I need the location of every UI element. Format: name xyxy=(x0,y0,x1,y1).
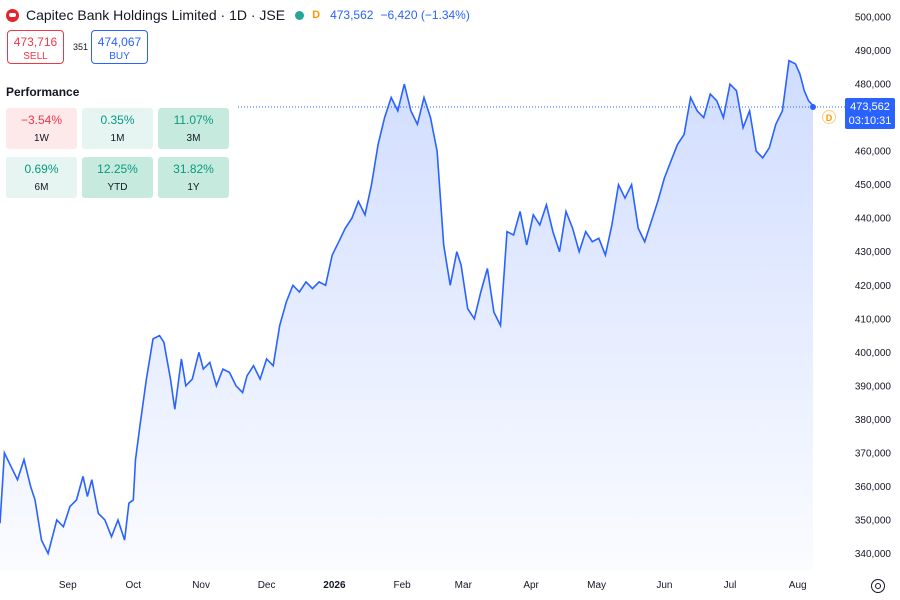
symbol-header: Capitec Bank Holdings Limited · 1D · JSE… xyxy=(6,5,470,25)
spread-value: 351 xyxy=(73,42,89,52)
y-tick-label: 380,000 xyxy=(855,415,892,426)
last-price-dot xyxy=(810,104,816,110)
x-tick-label: Oct xyxy=(126,580,142,591)
buy-label: BUY xyxy=(109,51,130,62)
x-tick-label: Dec xyxy=(258,580,276,591)
perf-value: 11.07% xyxy=(173,113,214,127)
perf-value: 12.25% xyxy=(97,162,138,176)
perf-6m[interactable]: 0.69% 6M xyxy=(6,157,77,198)
perf-1w[interactable]: −3.54% 1W xyxy=(6,108,77,149)
buy-price: 474,067 xyxy=(97,35,142,49)
header-price: 473,562 xyxy=(330,8,374,22)
perf-period: 3M xyxy=(186,133,201,144)
y-tick-label: 340,000 xyxy=(855,549,892,560)
y-tick-label: 480,000 xyxy=(855,80,892,91)
perf-period: 1M xyxy=(110,133,125,144)
perf-value: 0.35% xyxy=(100,113,135,127)
x-tick-label: Jul xyxy=(724,580,737,591)
y-tick-label: 420,000 xyxy=(855,281,892,292)
perf-1y[interactable]: 31.82% 1Y xyxy=(158,157,229,198)
x-tick-label: Sep xyxy=(59,580,77,591)
dividend-marker-icon[interactable]: D xyxy=(822,110,836,124)
x-tick-label: Apr xyxy=(523,580,539,591)
x-tick-label: Mar xyxy=(455,580,473,591)
y-tick-label: 400,000 xyxy=(855,348,892,359)
performance-title: Performance xyxy=(6,85,80,99)
sell-button[interactable]: 473,716 SELL xyxy=(7,30,64,64)
y-tick-label: 390,000 xyxy=(855,381,892,392)
y-tick-label: 450,000 xyxy=(855,180,892,191)
sell-price: 473,716 xyxy=(13,35,58,49)
perf-value: −3.54% xyxy=(20,113,63,127)
perf-value: 0.69% xyxy=(24,162,59,176)
y-tick-label: 460,000 xyxy=(855,147,892,158)
perf-period: 1Y xyxy=(187,182,200,193)
market-open-icon xyxy=(295,10,305,20)
perf-period: YTD xyxy=(107,182,128,193)
y-tick-label: 430,000 xyxy=(855,247,892,258)
sell-label: SELL xyxy=(23,51,48,62)
y-tick-label: 370,000 xyxy=(855,448,892,459)
header-change: −6,420 (−1.34%) xyxy=(380,8,470,22)
y-tick-label: 410,000 xyxy=(855,314,892,325)
price-line xyxy=(0,59,814,556)
perf-value: 31.82% xyxy=(173,162,214,176)
price-area xyxy=(0,60,813,570)
perf-1m[interactable]: 0.35% 1M xyxy=(82,108,153,149)
y-tick-label: 360,000 xyxy=(855,482,892,493)
buy-button[interactable]: 474,067 BUY xyxy=(91,30,148,64)
symbol-title[interactable]: Capitec Bank Holdings Limited · 1D · JSE xyxy=(26,7,286,23)
x-tick-label: Aug xyxy=(789,580,807,591)
x-tick-label: Feb xyxy=(393,580,411,591)
x-tick-label: May xyxy=(587,580,606,591)
last-price-label: 473,562 03:10:31 xyxy=(845,98,895,129)
capitec-logo-icon xyxy=(6,8,19,22)
performance-grid: −3.54% 1W 0.35% 1M 11.07% 3M 0.69% 6M 12… xyxy=(6,108,229,198)
dividend-icon[interactable]: D xyxy=(312,9,321,21)
x-tick-label: Jun xyxy=(656,580,672,591)
perf-ytd[interactable]: 12.25% YTD xyxy=(82,157,153,198)
y-tick-label: 350,000 xyxy=(855,516,892,527)
perf-period: 1W xyxy=(34,133,49,144)
y-tick-label: 500,000 xyxy=(855,13,892,24)
settings-gear-icon[interactable] xyxy=(871,579,885,593)
bar-countdown: 03:10:31 xyxy=(848,115,892,127)
perf-period: 6M xyxy=(34,182,49,193)
last-price-value: 473,562 xyxy=(850,101,890,113)
y-tick-label: 440,000 xyxy=(855,214,892,225)
y-tick-label: 490,000 xyxy=(855,46,892,57)
x-tick-label: Nov xyxy=(192,580,210,591)
perf-3m[interactable]: 11.07% 3M xyxy=(158,108,229,149)
x-tick-label: 2026 xyxy=(323,580,346,591)
